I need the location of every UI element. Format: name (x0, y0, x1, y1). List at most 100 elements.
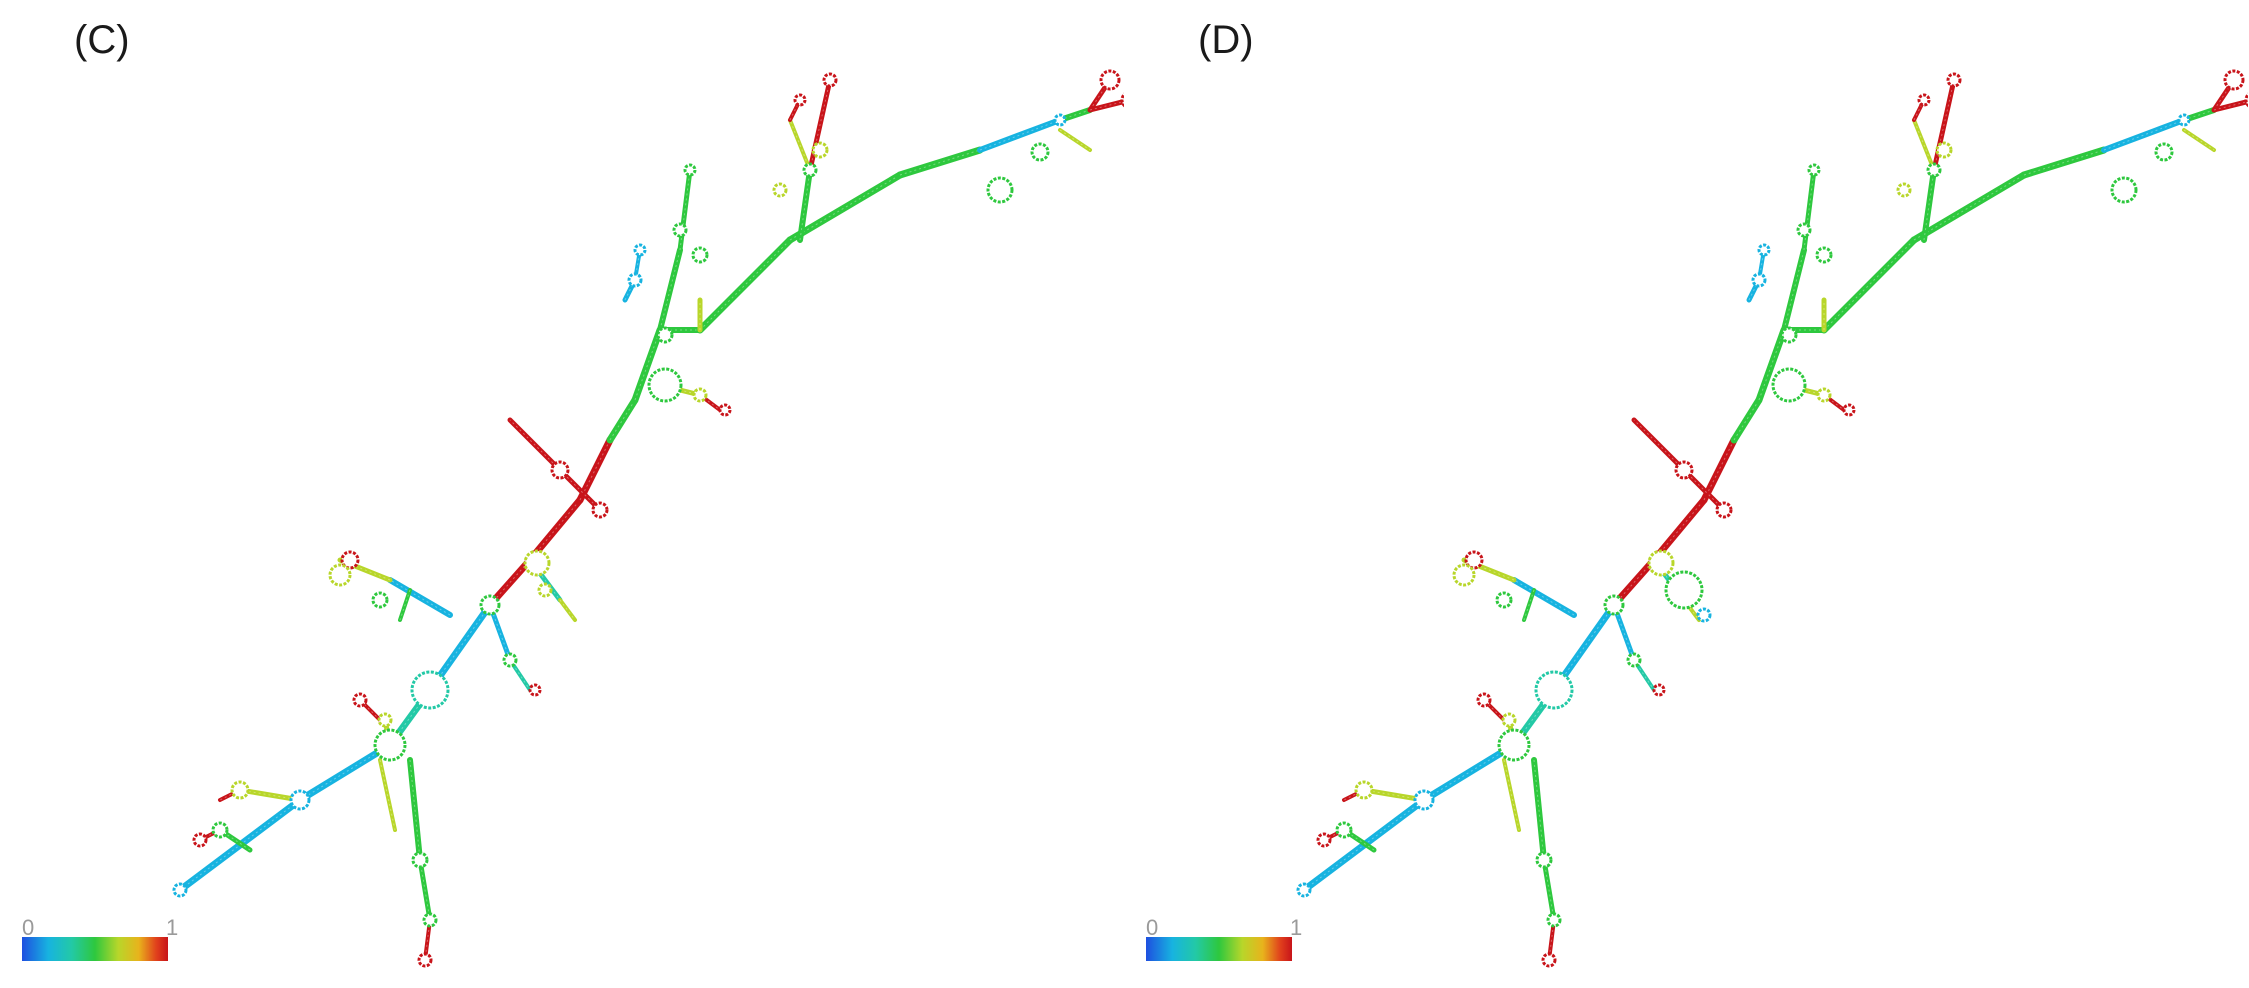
stem (631, 326, 664, 404)
base-pairs (1823, 239, 1915, 331)
stem (788, 118, 812, 172)
loop (822, 72, 838, 88)
loop (1497, 728, 1531, 762)
base-pairs (1553, 604, 1615, 691)
stem (1502, 758, 1521, 832)
loop (1354, 780, 1374, 800)
loop (718, 403, 732, 417)
loop (1099, 69, 1121, 91)
stem (407, 757, 423, 863)
base-pairs (1633, 419, 1685, 471)
panel-d: (D) 0 1 (1124, 0, 2248, 988)
base-pairs (2023, 149, 2105, 176)
stem (1910, 171, 2028, 244)
base-pairs (634, 329, 661, 401)
base-pairs (1613, 559, 1655, 606)
loop (633, 243, 647, 257)
stem (786, 171, 904, 244)
base-pairs (409, 759, 421, 861)
stem (677, 167, 693, 253)
base-pairs (1703, 439, 1735, 501)
stem (398, 588, 412, 622)
stem (1931, 77, 1957, 173)
base-pairs (559, 599, 576, 621)
loop (1696, 607, 1712, 623)
base-pairs (1523, 589, 1535, 621)
panel-c: (C) 0 1 (0, 0, 1124, 988)
loop (1296, 882, 1312, 898)
stem (2182, 128, 2216, 152)
stem (387, 577, 453, 618)
stem (1700, 436, 1738, 504)
base-pairs (789, 174, 901, 241)
base-pairs (529, 499, 581, 561)
loop (371, 591, 389, 609)
stem (1755, 326, 1788, 404)
loop (1541, 952, 1557, 968)
loop (537, 582, 553, 598)
base-pairs (789, 99, 801, 121)
loop (352, 692, 368, 708)
loop (479, 594, 501, 616)
base-pairs (1533, 759, 1545, 861)
base-pairs (529, 559, 561, 601)
loop (1935, 141, 1953, 159)
loop (230, 780, 250, 800)
loop (411, 851, 429, 869)
loop (793, 93, 807, 107)
stem (526, 496, 584, 564)
loop (1546, 912, 1562, 928)
base-pairs (789, 119, 811, 171)
stem (378, 758, 397, 832)
loop (1917, 93, 1931, 107)
rna-secondary-structure (1296, 69, 2248, 968)
stem (696, 236, 794, 334)
colorbar-gradient (1146, 937, 1292, 961)
stem (1631, 417, 1687, 473)
loop (772, 182, 788, 198)
loop (1120, 92, 1124, 108)
base-pairs (679, 169, 691, 251)
base-pairs (1823, 394, 1845, 411)
base-pairs (1913, 174, 2025, 241)
loop (1771, 367, 1807, 403)
base-pairs (1059, 129, 1091, 151)
loop (1452, 563, 1476, 587)
loop (550, 460, 570, 480)
base-pairs (509, 419, 561, 471)
stem (797, 167, 813, 243)
loop (1501, 712, 1517, 728)
loop (1534, 670, 1574, 710)
colorbar-min-label: 0 (1146, 915, 1159, 940)
loop (672, 222, 688, 238)
base-pairs (2213, 100, 2248, 111)
loop (691, 246, 709, 264)
base-pairs (199, 829, 221, 841)
loop (289, 789, 311, 811)
base-pairs (659, 249, 681, 331)
base-pairs (379, 759, 396, 831)
colorbar-max-label: 1 (166, 915, 179, 940)
loop (1535, 851, 1553, 869)
loop (422, 912, 438, 928)
base-pairs (579, 439, 611, 501)
loop (1335, 821, 1353, 839)
stem (507, 417, 563, 473)
stem (1781, 247, 1807, 333)
base-pairs (899, 149, 981, 176)
colorbar-gradient (22, 937, 168, 961)
loop (2110, 176, 2138, 204)
base-pairs (1933, 79, 1955, 171)
base-pairs (389, 579, 451, 616)
stem (1610, 556, 1658, 609)
loop (528, 683, 542, 697)
stem (1912, 118, 1936, 172)
base-pairs (1503, 759, 1520, 831)
loop (1495, 591, 1513, 609)
stem (657, 247, 683, 333)
loop (1926, 162, 1942, 178)
loop (523, 549, 551, 577)
base-pairs (219, 789, 241, 801)
stem (2101, 117, 2187, 153)
loop (1626, 652, 1642, 668)
